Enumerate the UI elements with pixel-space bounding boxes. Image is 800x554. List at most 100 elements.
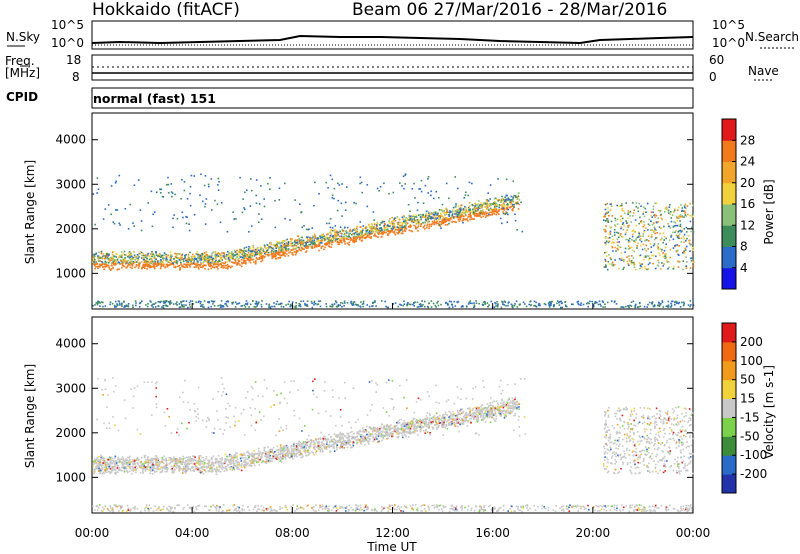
echo-point [639, 216, 641, 219]
echo-point [425, 219, 427, 222]
echo-point [366, 304, 368, 306]
echo-point [683, 250, 685, 252]
echo-point [410, 216, 412, 218]
echo-point [273, 250, 276, 253]
echo-point [411, 220, 413, 222]
echo-point [367, 235, 369, 238]
echo-point [510, 203, 513, 205]
echo-point [426, 223, 429, 226]
echo-point [434, 211, 436, 214]
echo-point [416, 226, 419, 229]
echo-point [125, 267, 128, 269]
echo-point [134, 261, 136, 264]
echo-point [344, 243, 346, 245]
echo-point [664, 253, 666, 256]
echo-point [659, 304, 661, 306]
echo-point [235, 256, 238, 259]
echo-point [252, 244, 254, 247]
echo-point [653, 238, 656, 241]
echo-point [347, 433, 350, 435]
echo-point [151, 225, 154, 228]
echo-point [244, 260, 247, 262]
echo-point [182, 266, 184, 268]
echo-point [204, 205, 206, 208]
echo-point [200, 257, 202, 260]
echo-point [480, 211, 482, 214]
echo-point [318, 245, 320, 247]
echo-point [291, 251, 294, 254]
echo-point [360, 234, 363, 237]
echo-point [139, 209, 142, 211]
echo-point [467, 407, 469, 410]
echo-point [207, 301, 209, 303]
echo-point [660, 268, 662, 270]
echo-point [457, 209, 459, 212]
echo-point [157, 459, 159, 461]
echo-point [206, 261, 208, 263]
echo-point [476, 210, 479, 212]
echo-point [512, 400, 514, 403]
echo-point [189, 469, 192, 472]
echo-point [333, 450, 336, 452]
echo-point [620, 235, 623, 238]
echo-point [403, 187, 405, 190]
echo-point [245, 300, 248, 302]
echo-point [232, 457, 234, 459]
echo-point [295, 251, 298, 253]
echo-point [430, 212, 433, 214]
echo-point [439, 209, 442, 211]
echo-point [469, 212, 472, 215]
echo-point [662, 255, 665, 258]
echo-point [674, 224, 677, 227]
echo-point [444, 207, 447, 210]
echo-point [414, 425, 416, 427]
echo-point [170, 468, 173, 470]
echo-point [418, 306, 420, 308]
echo-point [465, 214, 467, 217]
echo-point [488, 213, 490, 216]
echo-point [618, 246, 621, 248]
echo-point [502, 211, 504, 213]
echo-point [270, 246, 273, 249]
echo-point [174, 458, 177, 460]
echo-point [645, 256, 647, 258]
echo-point [406, 222, 409, 224]
echo-point [254, 262, 257, 265]
echo-point [117, 468, 120, 470]
echo-point [160, 300, 162, 303]
echo-point [225, 467, 228, 470]
echo-point [110, 466, 113, 468]
echo-point [647, 263, 650, 266]
echo-point [260, 303, 263, 306]
echo-point [558, 304, 561, 306]
echo-point [362, 225, 365, 227]
echo-point [329, 174, 332, 177]
echo-point [165, 304, 167, 307]
echo-point [137, 267, 140, 269]
echo-point [437, 416, 439, 418]
echo-point [332, 239, 335, 241]
echo-point [355, 442, 358, 445]
echo-point [231, 261, 233, 263]
echo-point [613, 231, 616, 234]
echo-point [347, 235, 350, 237]
echo-point [620, 259, 622, 261]
echo-point [676, 244, 679, 246]
echo-point [273, 302, 275, 304]
echo-point [123, 250, 126, 253]
echo-point [201, 460, 203, 463]
echo-point [617, 236, 620, 238]
echo-point [556, 302, 558, 305]
echo-point [604, 214, 606, 217]
echo-point [452, 220, 454, 223]
echo-point [328, 446, 331, 449]
echo-point [224, 257, 226, 260]
echo-point [268, 460, 270, 463]
echo-point [511, 401, 513, 404]
echo-point [464, 211, 467, 214]
echo-point [427, 218, 430, 221]
echo-point [498, 213, 500, 216]
echo-point [628, 240, 631, 243]
echo-point [118, 300, 120, 303]
echo-point [479, 214, 481, 217]
